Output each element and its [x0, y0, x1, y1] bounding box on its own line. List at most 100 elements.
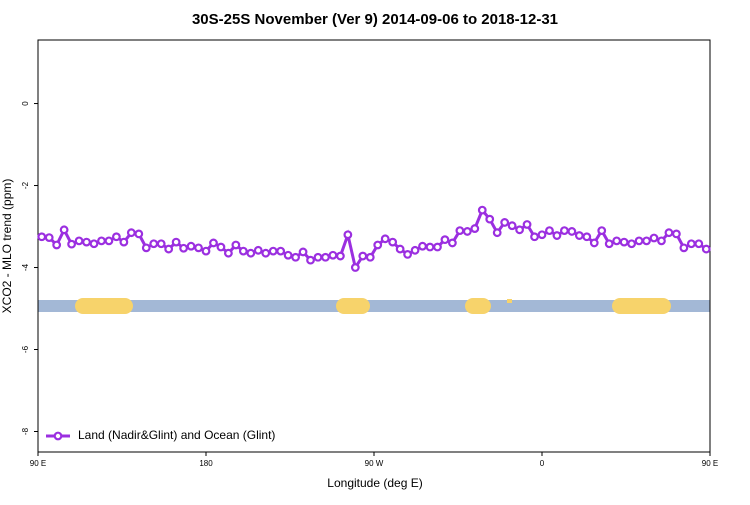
point: [321, 252, 330, 262]
point: [657, 236, 666, 246]
point: [119, 237, 129, 247]
point: [328, 250, 338, 260]
point: [462, 227, 472, 236]
point: [701, 244, 711, 254]
point: [627, 239, 636, 249]
point: [560, 226, 569, 236]
point: [231, 240, 241, 250]
point: [500, 218, 510, 227]
surface-band: [38, 298, 710, 314]
point: [201, 246, 211, 256]
point: [664, 228, 674, 238]
point: [44, 233, 54, 242]
point: [679, 243, 689, 253]
point: [149, 239, 159, 249]
point: [388, 237, 398, 247]
ocean-band: [38, 300, 710, 312]
point: [477, 205, 487, 215]
point: [179, 243, 189, 253]
point: [141, 243, 151, 253]
point: [59, 225, 69, 235]
point: [612, 236, 622, 246]
chart-title: 30S-25S November (Ver 9) 2014-09-06 to 2…: [192, 11, 558, 28]
point: [455, 226, 465, 236]
point: [268, 246, 278, 256]
point: [186, 241, 196, 251]
y-axis-label: XCO2 - MLO trend (ppm): [0, 179, 14, 314]
point: [52, 240, 62, 250]
legend-marker: [53, 431, 63, 441]
x-axis-label: Longitude (deg E): [327, 476, 422, 490]
point: [82, 237, 91, 247]
point: [313, 252, 323, 262]
point: [470, 224, 480, 233]
point: [582, 232, 592, 242]
point: [164, 244, 174, 254]
point: [336, 251, 345, 261]
point: [492, 228, 502, 238]
point: [448, 238, 457, 248]
point: [156, 239, 166, 249]
point: [380, 234, 390, 244]
point: [306, 255, 315, 265]
point: [604, 239, 614, 249]
point: [515, 225, 524, 235]
point: [223, 248, 233, 258]
point: [537, 230, 547, 240]
land-band: [465, 298, 491, 314]
point: [298, 247, 308, 257]
y-tick-label: -2: [21, 181, 30, 189]
point: [350, 263, 360, 272]
point: [343, 230, 353, 240]
point: [694, 239, 704, 249]
point: [194, 243, 203, 253]
point: [126, 228, 136, 238]
x-tick-label: 90 E: [702, 459, 718, 468]
point: [403, 250, 413, 259]
point: [97, 236, 106, 246]
land-band: [612, 298, 671, 314]
x-tick-label: 90 E: [30, 459, 46, 468]
land-band: [75, 298, 133, 314]
point: [395, 244, 405, 254]
point: [216, 242, 226, 252]
point: [253, 245, 263, 255]
point: [686, 239, 696, 249]
point: [261, 248, 271, 258]
point: [485, 214, 495, 224]
point: [37, 232, 47, 242]
point: [276, 246, 286, 256]
y-tick-label: 0: [21, 101, 30, 106]
point: [425, 242, 435, 252]
point: [507, 221, 517, 231]
point: [89, 239, 99, 249]
point: [440, 235, 450, 245]
land-band: [507, 299, 512, 303]
y-tick-label: -6: [21, 345, 30, 353]
point: [291, 252, 301, 262]
point: [418, 241, 427, 251]
point: [134, 229, 144, 239]
point: [530, 232, 539, 242]
point: [634, 236, 644, 246]
point: [365, 252, 375, 262]
point: [642, 236, 651, 246]
point: [209, 238, 218, 248]
point: [171, 237, 181, 247]
point: [433, 242, 442, 252]
point: [358, 251, 368, 261]
point: [283, 250, 293, 260]
point: [522, 220, 532, 229]
point: [589, 238, 599, 248]
point: [246, 248, 256, 258]
legend-label: Land (Nadir&Glint) and Ocean (Glint): [78, 428, 275, 442]
point: [619, 237, 629, 247]
point: [410, 245, 420, 255]
point: [597, 226, 607, 236]
point: [552, 231, 562, 240]
point: [111, 232, 121, 242]
point: [67, 239, 76, 249]
x-tick-label: 90 W: [365, 459, 384, 468]
point: [238, 246, 248, 256]
